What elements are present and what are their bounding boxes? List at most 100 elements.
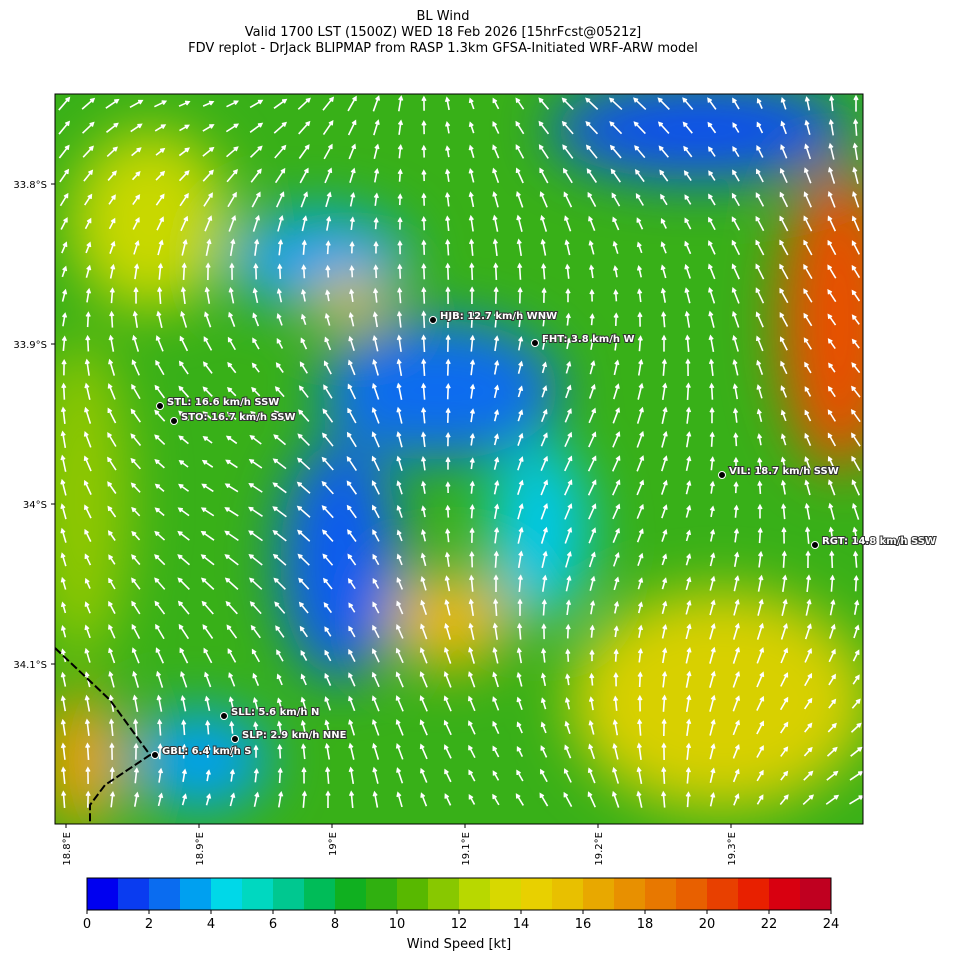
wind-arrow bbox=[492, 97, 500, 110]
wind-arrow bbox=[515, 793, 525, 806]
wind-arrow bbox=[612, 527, 620, 544]
map-field bbox=[55, 94, 863, 824]
wind-arrow bbox=[587, 455, 597, 472]
wind-arrow bbox=[637, 552, 644, 566]
wind-arrow bbox=[779, 696, 789, 711]
wind-arrow bbox=[83, 479, 92, 495]
wind-arrow bbox=[444, 768, 452, 783]
wind-arrow bbox=[133, 791, 140, 807]
wind-arrow bbox=[803, 312, 813, 327]
wind-arrow bbox=[396, 553, 403, 566]
wind-arrow bbox=[349, 265, 355, 278]
wind-arrow bbox=[60, 671, 67, 687]
wind-arrow bbox=[564, 239, 571, 256]
wind-arrow bbox=[469, 334, 476, 352]
wind-arrow bbox=[133, 286, 139, 304]
wind-arrow bbox=[201, 600, 214, 615]
wind-arrow bbox=[540, 697, 547, 710]
wind-arrow bbox=[61, 241, 68, 254]
wind-arrow bbox=[709, 670, 716, 688]
wind-arrow bbox=[108, 577, 116, 590]
wind-arrow bbox=[322, 120, 334, 136]
wind-arrow bbox=[517, 622, 523, 640]
wind-arrow bbox=[731, 310, 740, 328]
wind-arrow bbox=[181, 793, 188, 806]
station-label: GBL: 6.4 km/h S bbox=[162, 746, 251, 757]
wind-arrow bbox=[107, 383, 116, 400]
colorbar-segment bbox=[645, 878, 677, 910]
wind-arrow bbox=[300, 649, 308, 661]
wind-arrow bbox=[637, 694, 643, 712]
wind-arrow bbox=[851, 479, 861, 496]
wind-arrow bbox=[444, 575, 451, 592]
wind-arrow bbox=[828, 362, 836, 373]
wind-arrow bbox=[398, 95, 404, 112]
wind-arrow bbox=[828, 142, 835, 160]
wind-arrow bbox=[298, 601, 309, 614]
wind-arrow bbox=[108, 217, 116, 230]
wind-arrow bbox=[321, 505, 334, 519]
wind-arrow bbox=[587, 767, 596, 784]
wind-arrow bbox=[661, 694, 667, 712]
wind-arrow bbox=[515, 190, 524, 208]
wind-arrow bbox=[131, 359, 140, 376]
wind-arrow bbox=[132, 694, 139, 713]
lon-label: 19.1°E bbox=[461, 832, 472, 866]
wind-arrow bbox=[60, 601, 67, 614]
wind-arrow bbox=[589, 672, 595, 686]
wind-arrow bbox=[324, 167, 333, 184]
wind-arrow bbox=[349, 191, 356, 207]
wind-arrow bbox=[779, 191, 789, 208]
wind-arrow bbox=[131, 600, 141, 615]
wind-arrow bbox=[709, 599, 716, 616]
blob bbox=[490, 440, 590, 620]
wind-arrow bbox=[709, 528, 716, 542]
wind-arrow bbox=[780, 97, 787, 110]
wind-arrow bbox=[420, 576, 427, 591]
wind-arrow bbox=[805, 574, 812, 593]
wind-arrow bbox=[493, 574, 499, 592]
wind-arrow bbox=[444, 191, 451, 207]
field-blobs bbox=[55, 94, 863, 824]
wind-arrow bbox=[611, 455, 621, 472]
wind-arrow bbox=[130, 482, 141, 493]
wind-arrow bbox=[565, 575, 572, 592]
wind-arrow bbox=[804, 648, 813, 663]
wind-arrow bbox=[517, 503, 524, 520]
wind-arrow bbox=[373, 217, 379, 230]
colorbar-tick-label: 0 bbox=[83, 917, 91, 932]
wind-arrow bbox=[852, 526, 859, 544]
wind-arrow bbox=[541, 287, 547, 303]
wind-arrow bbox=[756, 647, 765, 664]
wind-arrow bbox=[565, 288, 571, 303]
colorbar: 0 2 4 6 8 10 12 14 16 18 20 22 24 bbox=[83, 877, 839, 932]
wind-arrow bbox=[108, 600, 116, 615]
wind-arrow bbox=[347, 95, 357, 112]
wind-arrow bbox=[373, 192, 379, 206]
wind-arrow bbox=[829, 95, 835, 112]
wind-arrow bbox=[348, 790, 355, 808]
colorbar-tick-label: 14 bbox=[513, 917, 530, 932]
wind-arrow bbox=[85, 287, 92, 303]
wind-arrow bbox=[588, 719, 595, 735]
wind-arrow bbox=[421, 192, 427, 206]
wind-arrow bbox=[397, 168, 403, 182]
wind-arrow bbox=[443, 744, 452, 759]
wind-arrow bbox=[273, 410, 286, 422]
wind-arrow bbox=[421, 358, 427, 376]
wind-arrow bbox=[633, 121, 646, 135]
blob bbox=[780, 170, 863, 470]
wind-arrow bbox=[804, 119, 811, 135]
station-dot bbox=[220, 712, 228, 720]
wind-arrow bbox=[851, 289, 861, 302]
wind-arrow bbox=[445, 334, 451, 352]
wind-arrow bbox=[564, 455, 573, 472]
wind-arrow bbox=[229, 262, 235, 280]
wind-arrow bbox=[204, 215, 213, 232]
wind-arrow bbox=[588, 383, 596, 399]
stations: HJB: 12.7 km/h WNW FHT: 3.8 km/h W STL: 16… bbox=[151, 310, 937, 759]
wind-arrow bbox=[347, 407, 357, 424]
wind-arrow bbox=[493, 384, 500, 399]
wind-arrow bbox=[443, 646, 452, 664]
